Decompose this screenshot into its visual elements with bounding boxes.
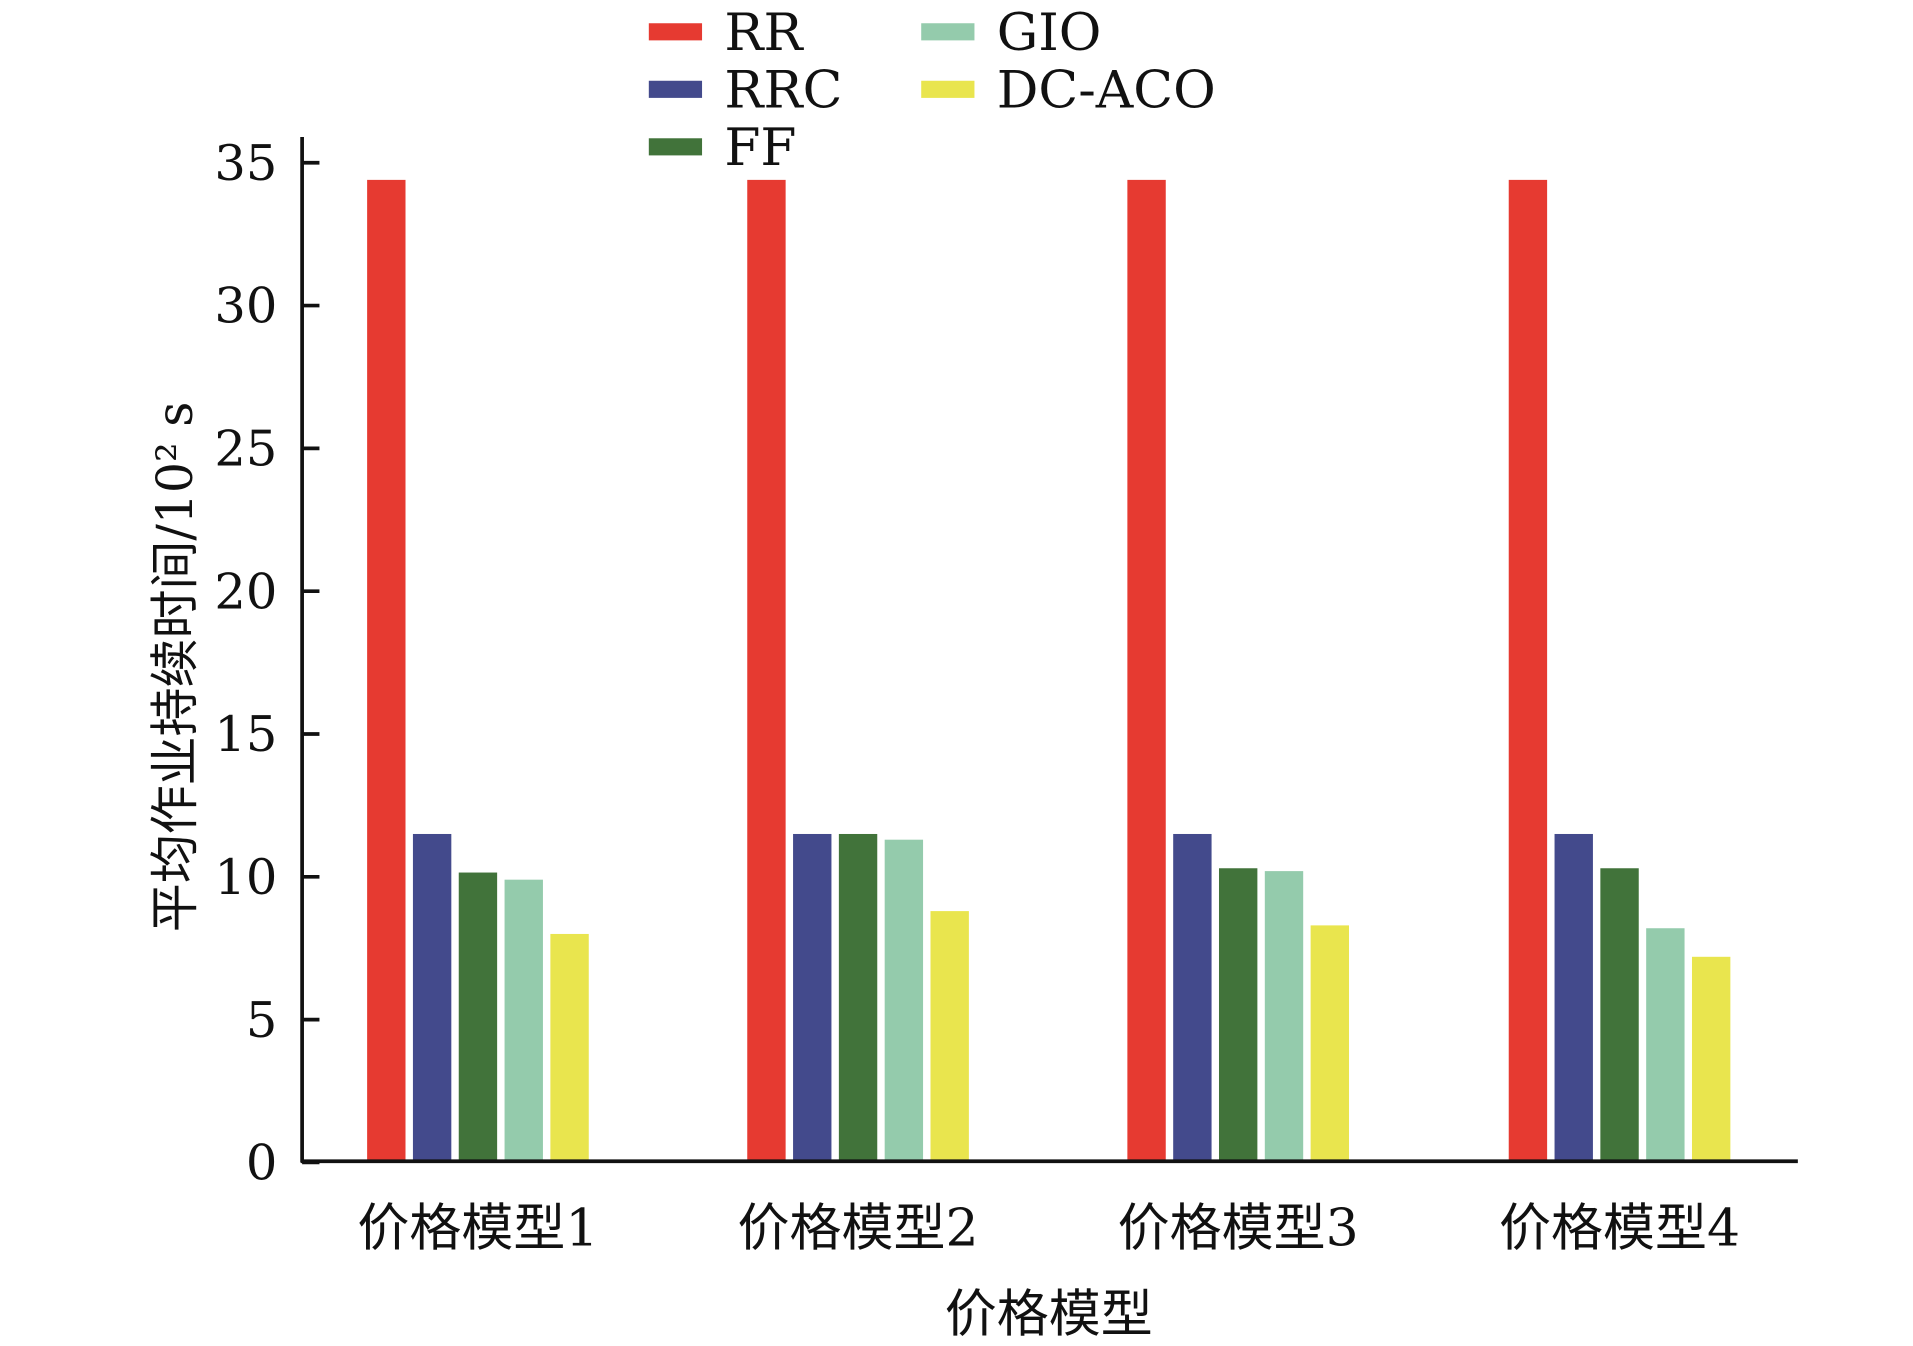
bar-gio-4	[1646, 928, 1685, 1163]
y-tick-label: 0	[246, 1134, 278, 1192]
bar-ff-4	[1600, 868, 1639, 1163]
bar-rr-4	[1508, 179, 1548, 1163]
y-tick-label: 15	[214, 705, 277, 763]
legend-swatch-rrc	[648, 80, 703, 98]
bar-gio-1	[504, 879, 543, 1163]
bars	[367, 179, 1731, 1163]
axes	[300, 137, 1798, 1164]
x-tick-label: 价格模型2	[738, 1199, 979, 1259]
bar-rrc-2	[793, 833, 832, 1163]
y-tick-label: 25	[214, 420, 277, 478]
y-tick-label: 20	[214, 563, 277, 621]
bar-dc-aco-3	[1310, 925, 1350, 1163]
legend-swatch-gio	[921, 23, 975, 41]
legend-label: DC-ACO	[997, 61, 1216, 121]
legend-swatch-dc-aco	[921, 80, 975, 98]
y-tick-label: 30	[214, 277, 277, 335]
legend-swatch-rr	[648, 23, 703, 41]
bar-rr-1	[367, 179, 406, 1163]
y-ticks: 0 5 10 15 20 25 30 35	[214, 134, 320, 1192]
bar-rrc-4	[1554, 833, 1593, 1163]
bar-rr-2	[747, 179, 786, 1163]
bar-dc-aco-4	[1691, 956, 1731, 1163]
y-tick-label: 5	[246, 991, 278, 1049]
legend-swatch-ff	[648, 138, 703, 156]
x-tick-label: 价格模型1	[357, 1199, 598, 1259]
bar-ff-1	[458, 872, 498, 1163]
bar-rrc-3	[1173, 833, 1212, 1163]
bar-rrc-1	[412, 833, 452, 1163]
legend-label: GIO	[997, 3, 1102, 63]
x-tick-label: 价格模型4	[1499, 1199, 1740, 1259]
y-tick-label: 10	[214, 848, 277, 906]
bar-rr-3	[1127, 179, 1166, 1163]
bar-ff-3	[1218, 868, 1258, 1163]
bar-gio-3	[1264, 871, 1304, 1163]
x-tick-label: 价格模型3	[1118, 1199, 1359, 1259]
y-axis-label: 平均作业持续时间/10² s	[146, 402, 204, 932]
bar-dc-aco-1	[550, 933, 589, 1163]
x-axis-label: 价格模型	[945, 1285, 1153, 1345]
bar-dc-aco-2	[930, 911, 969, 1163]
bar-ff-2	[838, 833, 878, 1163]
legend-label: RR	[724, 3, 804, 63]
legend-label: FF	[724, 118, 796, 178]
x-ticks: 价格模型1 价格模型2 价格模型3 价格模型4	[357, 1199, 1740, 1259]
legend-label: RRC	[724, 61, 842, 121]
bar-gio-2	[884, 839, 924, 1163]
y-tick-label: 35	[214, 134, 277, 192]
